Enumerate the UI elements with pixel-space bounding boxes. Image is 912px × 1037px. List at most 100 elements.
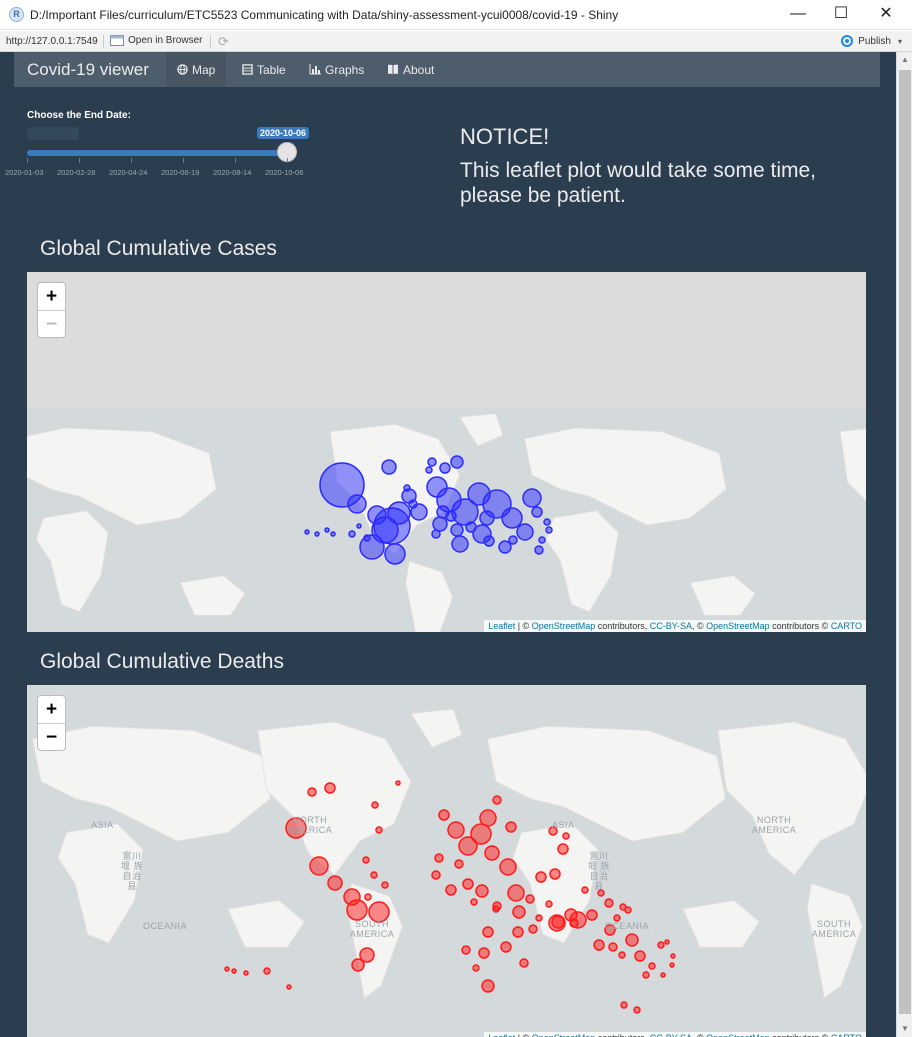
page-scrollbar[interactable]: ▲ ▼: [896, 52, 912, 1037]
case-marker: [330, 531, 336, 537]
ccbysa-link[interactable]: CC-BY-SA: [649, 621, 692, 631]
map-label-south-america: SOUTH AMERICA: [349, 919, 395, 939]
map-attribution: Leaflet | © OpenStreetMap contributors, …: [484, 620, 866, 632]
death-marker: [327, 875, 343, 891]
death-marker: [481, 979, 495, 993]
open-in-browser-button[interactable]: Open in Browser: [110, 35, 202, 46]
death-marker: [445, 884, 457, 896]
death-marker: [505, 821, 517, 833]
case-marker: [403, 484, 411, 492]
slider-tick-label: 2020-10-06: [265, 168, 304, 177]
ccbysa-link[interactable]: CC-BY-SA: [650, 1033, 692, 1037]
landmass-shape: [689, 575, 756, 616]
carto-link[interactable]: CARTO: [831, 1033, 862, 1037]
death-marker: [359, 947, 375, 963]
attribution-text: contributors,: [595, 621, 650, 631]
slider-tick-label: 2020-06-19: [161, 168, 200, 177]
death-marker: [370, 871, 378, 879]
cases-map-title: Global Cumulative Cases: [40, 237, 277, 260]
case-marker: [522, 488, 542, 508]
death-marker: [499, 858, 517, 876]
attribution-text: contributors,: [595, 1033, 650, 1037]
death-marker: [351, 958, 365, 972]
zoom-out-button[interactable]: −: [38, 723, 65, 750]
death-marker: [431, 870, 441, 880]
death-marker: [224, 966, 230, 972]
case-marker: [427, 457, 437, 467]
death-marker: [525, 894, 535, 904]
landmass-shape: [27, 427, 217, 526]
death-marker: [368, 901, 390, 923]
death-marker: [535, 914, 543, 922]
window-titlebar: R D:/Important Files/curriculum/ETC5523 …: [0, 0, 912, 30]
osm-link[interactable]: OpenStreetMap: [706, 621, 770, 631]
death-marker: [492, 905, 500, 913]
scroll-up-arrow-icon[interactable]: ▲: [901, 55, 909, 64]
death-marker: [371, 801, 379, 809]
close-button[interactable]: ✕: [879, 5, 893, 22]
refresh-icon[interactable]: ⟳: [218, 34, 229, 49]
death-marker: [381, 881, 389, 889]
tab-map[interactable]: Map: [166, 52, 227, 87]
landmass-shape: [32, 725, 271, 842]
minimize-button[interactable]: —: [790, 5, 806, 22]
case-marker: [381, 459, 397, 475]
death-marker: [648, 962, 656, 970]
notice-text: This leaflet plot would take some time, …: [460, 159, 816, 207]
scrollbar-thumb[interactable]: [899, 70, 911, 1014]
death-marker: [586, 909, 598, 921]
zoom-out-button[interactable]: −: [38, 310, 65, 337]
osm-link[interactable]: OpenStreetMap: [706, 1033, 770, 1037]
death-marker: [548, 826, 558, 836]
case-marker: [324, 527, 330, 533]
case-marker: [439, 462, 451, 474]
case-marker: [356, 523, 362, 529]
tab-graphs-label: Graphs: [325, 62, 365, 77]
shiny-page: Covid-19 viewer Map Table Graphs About C…: [0, 52, 896, 1037]
death-marker: [604, 898, 614, 908]
death-marker: [618, 951, 626, 959]
zoom-in-button[interactable]: +: [45, 699, 58, 720]
slider-tick-label: 2020-08-14: [213, 168, 252, 177]
deaths-map-title: Global Cumulative Deaths: [40, 650, 284, 673]
scroll-down-arrow-icon[interactable]: ▼: [901, 1024, 909, 1033]
death-marker: [479, 809, 497, 827]
maximize-button[interactable]: ☐: [833, 5, 849, 22]
attribution-text: | ©: [515, 1033, 531, 1037]
date-slider-track[interactable]: [27, 150, 287, 156]
death-marker: [462, 878, 474, 890]
attribution-text: , ©: [692, 1033, 706, 1037]
app-brand[interactable]: Covid-19 viewer: [27, 60, 149, 79]
death-marker: [309, 856, 329, 876]
tab-map-label: Map: [192, 62, 216, 77]
slider-tick-label: 2020-01-03: [5, 168, 44, 177]
slider-tick: [131, 158, 132, 163]
end-date-label: Choose the End Date:: [27, 110, 131, 121]
zoom-in-button[interactable]: +: [45, 286, 58, 307]
carto-link[interactable]: CARTO: [830, 621, 862, 631]
table-icon: [242, 64, 253, 75]
deaths-map[interactable]: ASIA NORTH AMERICA 富川堰 族自治 县 ASIA 富川堰 族自…: [27, 685, 866, 1037]
slider-tick-label: 2020-02-28: [57, 168, 96, 177]
chevron-down-icon[interactable]: ▾: [897, 36, 902, 46]
death-marker: [548, 914, 566, 932]
publish-button[interactable]: Publish ▾: [840, 35, 902, 47]
osm-link[interactable]: OpenStreetMap: [532, 1033, 596, 1037]
tab-graphs[interactable]: Graphs: [298, 52, 375, 87]
case-marker: [450, 523, 464, 537]
leaflet-link[interactable]: Leaflet: [488, 621, 516, 631]
zoom-control: + −: [37, 695, 66, 751]
map-label-oceania: OCEANIA: [143, 921, 188, 931]
tab-table[interactable]: Table: [231, 52, 297, 87]
case-marker: [363, 534, 371, 542]
death-marker: [597, 889, 605, 897]
tab-about[interactable]: About: [376, 52, 445, 87]
death-marker: [482, 926, 494, 938]
osm-link[interactable]: OpenStreetMap: [531, 621, 596, 631]
case-marker: [431, 529, 441, 539]
cases-map[interactable]: + − Leaflet | © OpenStreetMap contributo…: [27, 272, 866, 632]
death-marker: [307, 787, 317, 797]
case-marker: [348, 530, 356, 538]
attribution-text: contributors ©: [769, 621, 831, 631]
leaflet-link[interactable]: Leaflet: [488, 1033, 515, 1037]
